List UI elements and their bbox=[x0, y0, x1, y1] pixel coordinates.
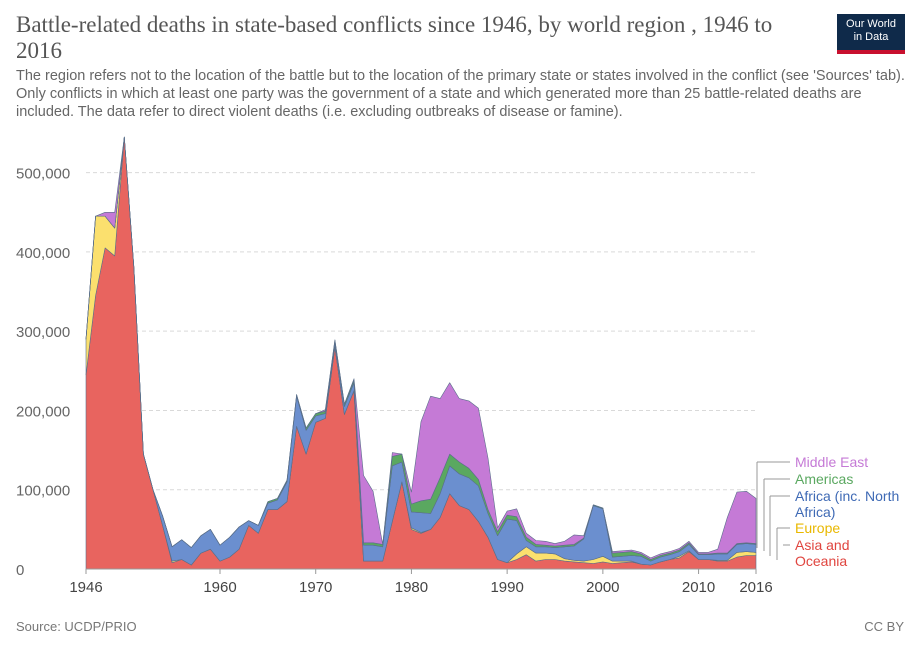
y-axis: 0 100,000 200,000 300,000 400,000 500,000 bbox=[16, 166, 70, 579]
x-tick-label: 2010 bbox=[682, 579, 715, 596]
owid-logo[interactable]: Our World in Data bbox=[837, 14, 905, 54]
chart-title: Battle-related deaths in state-based con… bbox=[16, 12, 773, 63]
y-tick-label: 100,000 bbox=[16, 483, 70, 500]
x-tick-label: 1960 bbox=[203, 579, 236, 596]
y-tick-label: 500,000 bbox=[16, 166, 70, 183]
area-middle-east[interactable] bbox=[85, 136, 757, 560]
legend-label-africa-line-1: Africa (inc. North bbox=[795, 488, 899, 504]
x-tick-label: 1970 bbox=[299, 579, 332, 596]
license-link[interactable]: CC BY bbox=[864, 619, 904, 634]
logo-accent-bar bbox=[837, 50, 905, 54]
y-tick-label: 0 bbox=[16, 562, 24, 579]
legend-entry-europe[interactable]: Europe bbox=[776, 520, 840, 560]
x-tick-label: 2000 bbox=[586, 579, 619, 596]
legend-entry-asia[interactable]: Asia and Oceania bbox=[783, 537, 849, 569]
stacked-areas bbox=[85, 136, 757, 570]
legend-label-middle-east: Middle East bbox=[795, 454, 868, 470]
legend-entry-americas[interactable]: Americas bbox=[763, 471, 853, 551]
legend-label-asia-line-2: Oceania bbox=[795, 553, 847, 569]
legend-label-americas: Americas bbox=[795, 471, 853, 487]
x-tick-label: 1990 bbox=[490, 579, 523, 596]
legend: Middle East Americas Africa (inc. North … bbox=[756, 454, 899, 569]
y-tick-label: 300,000 bbox=[16, 324, 70, 341]
chart-subtitle: The region refers not to the location of… bbox=[16, 68, 905, 120]
legend-label-asia-line-1: Asia and bbox=[795, 537, 849, 553]
x-tick-label: 2016 bbox=[739, 579, 772, 596]
x-tick-label: 1980 bbox=[395, 579, 428, 596]
legend-entry-africa[interactable]: Africa (inc. North Africa) bbox=[769, 488, 899, 556]
x-tick-label: 1946 bbox=[69, 579, 102, 596]
y-tick-label: 400,000 bbox=[16, 245, 70, 262]
source-note: Source: UCDP/PRIO bbox=[16, 619, 137, 634]
legend-entry-middle-east[interactable]: Middle East bbox=[756, 454, 868, 548]
legend-label-africa-line-2: Africa) bbox=[795, 504, 835, 520]
legend-label-europe: Europe bbox=[795, 520, 840, 536]
x-axis: 1946 1960 1970 1980 1990 2000 2010 2016 bbox=[69, 568, 773, 596]
y-tick-label: 200,000 bbox=[16, 403, 70, 420]
logo-line-2: in Data bbox=[853, 31, 889, 43]
logo-line-1: Our World bbox=[846, 18, 896, 30]
